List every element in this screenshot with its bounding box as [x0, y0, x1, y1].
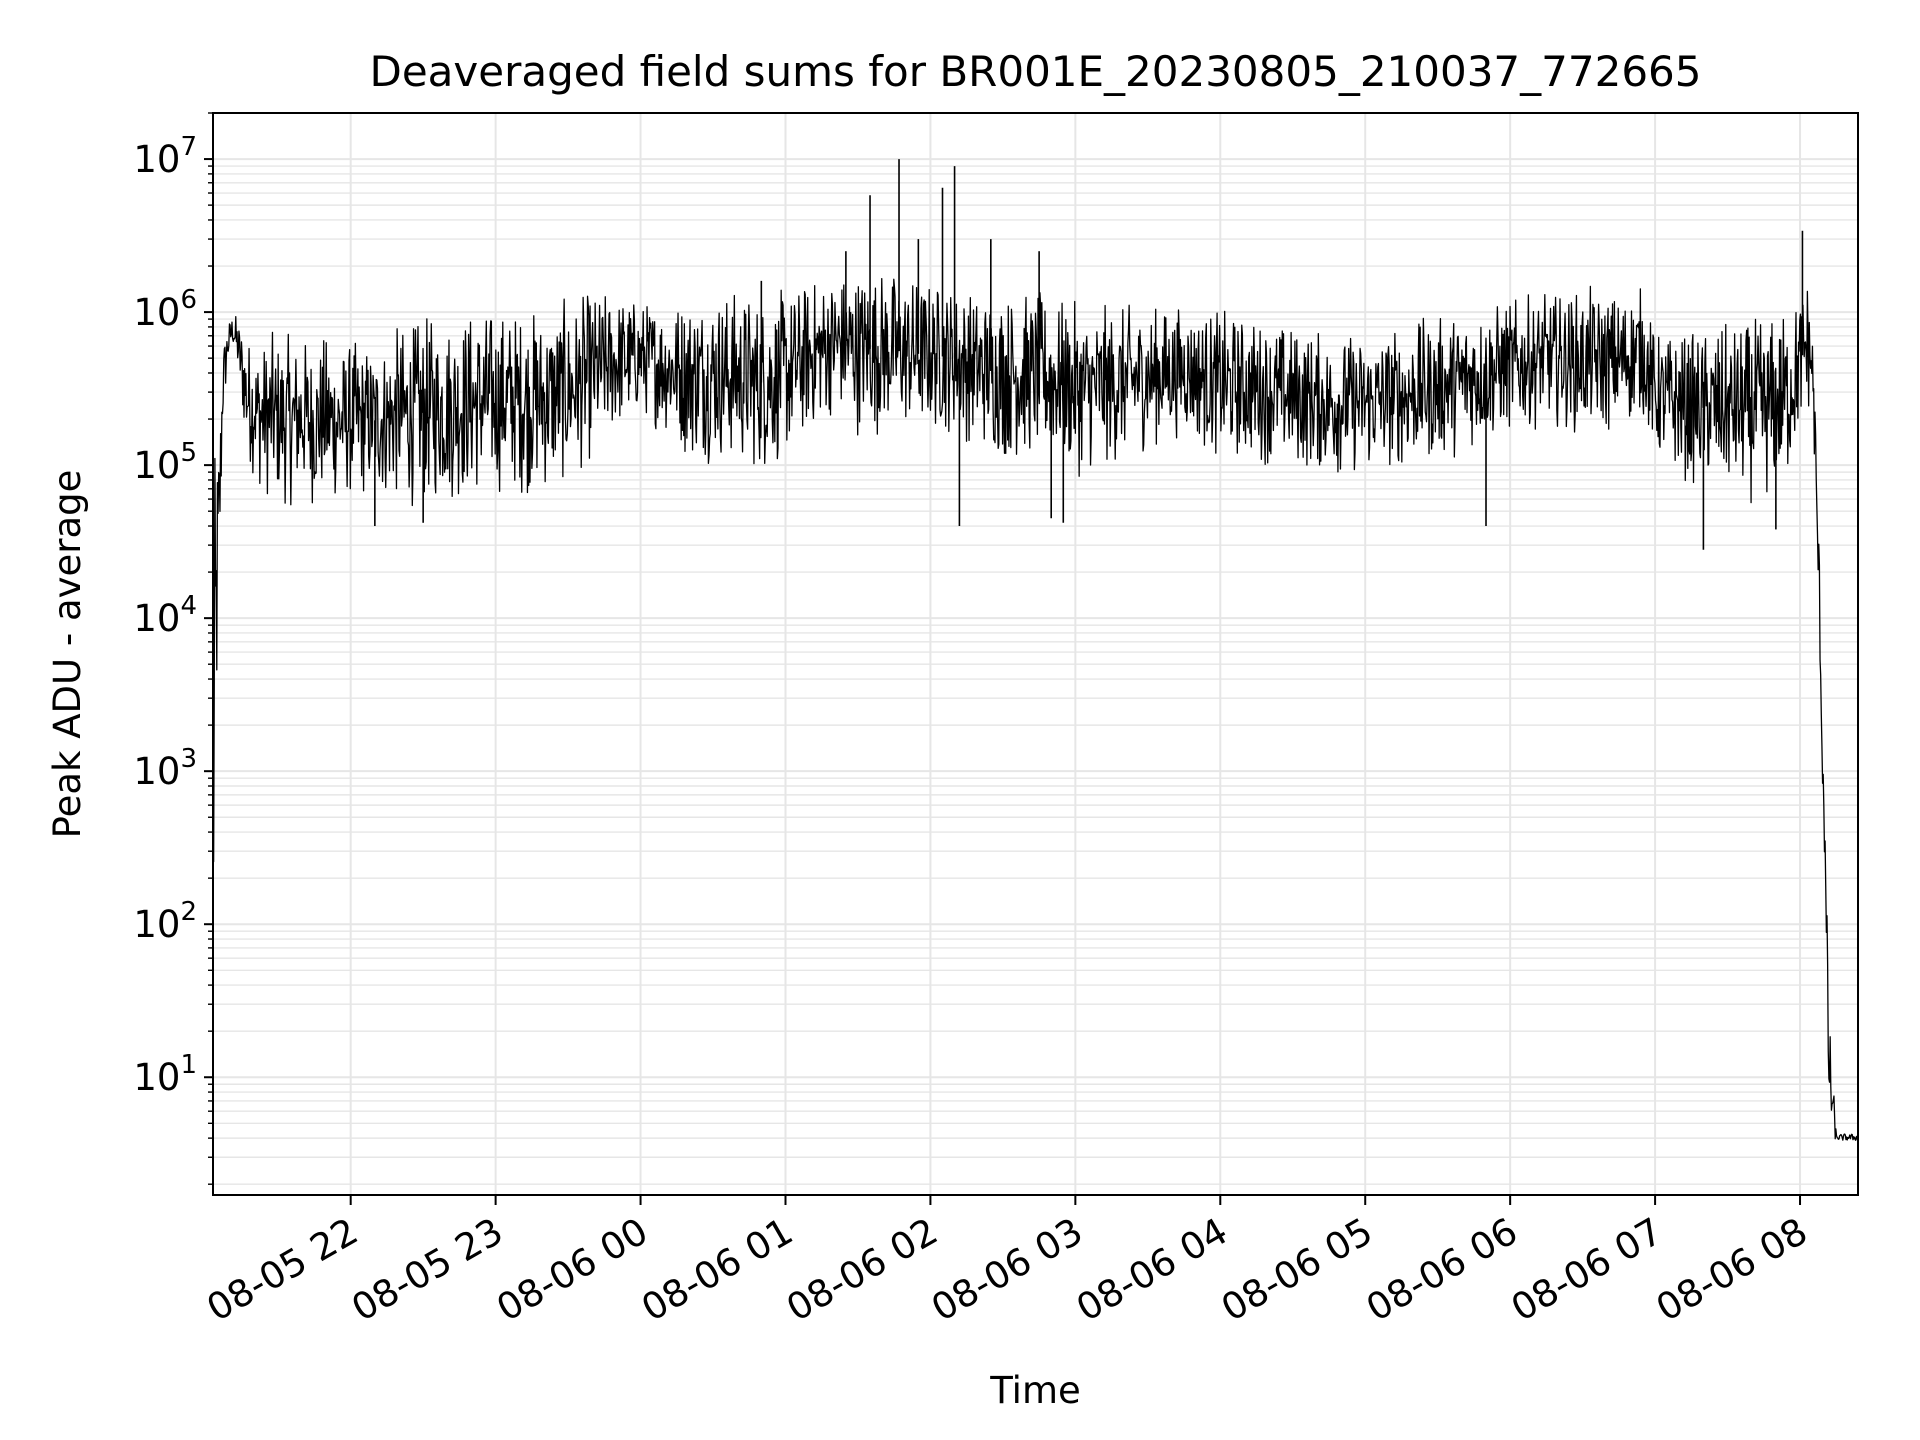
y-tick-label: 104	[133, 591, 197, 640]
y-tick-base: 10	[133, 138, 180, 181]
y-tick-exponent: 4	[180, 591, 197, 621]
series-line	[212, 277, 1859, 1141]
y-tick-exponent: 1	[180, 1050, 197, 1080]
y-tick-label: 102	[133, 897, 197, 946]
y-tick-exponent: 3	[180, 744, 197, 774]
y-tick-exponent: 7	[180, 132, 197, 162]
y-axis-label: Peak ADU - average	[46, 470, 89, 839]
y-tick-exponent: 5	[180, 438, 197, 468]
y-tick-label: 105	[133, 438, 197, 487]
y-tick-label: 101	[133, 1050, 197, 1099]
y-tick-exponent: 2	[180, 897, 197, 927]
y-tick-base: 10	[133, 1056, 180, 1099]
data-series	[212, 159, 1859, 1141]
y-tick-base: 10	[133, 750, 180, 793]
plot-frame	[212, 112, 1859, 1196]
chart-title: Deaveraged field sums for BR001E_2023080…	[370, 47, 1702, 96]
y-tick-base: 10	[133, 903, 180, 946]
y-tick-label: 103	[133, 744, 197, 793]
y-tick-label: 106	[133, 285, 197, 334]
y-tick-base: 10	[133, 291, 180, 334]
y-tick-label: 107	[133, 132, 197, 181]
y-tick-base: 10	[133, 597, 180, 640]
grid	[213, 112, 1858, 1195]
y-tick-base: 10	[133, 444, 180, 487]
y-tick-exponent: 6	[180, 285, 197, 315]
x-axis-label: Time	[989, 1369, 1081, 1412]
